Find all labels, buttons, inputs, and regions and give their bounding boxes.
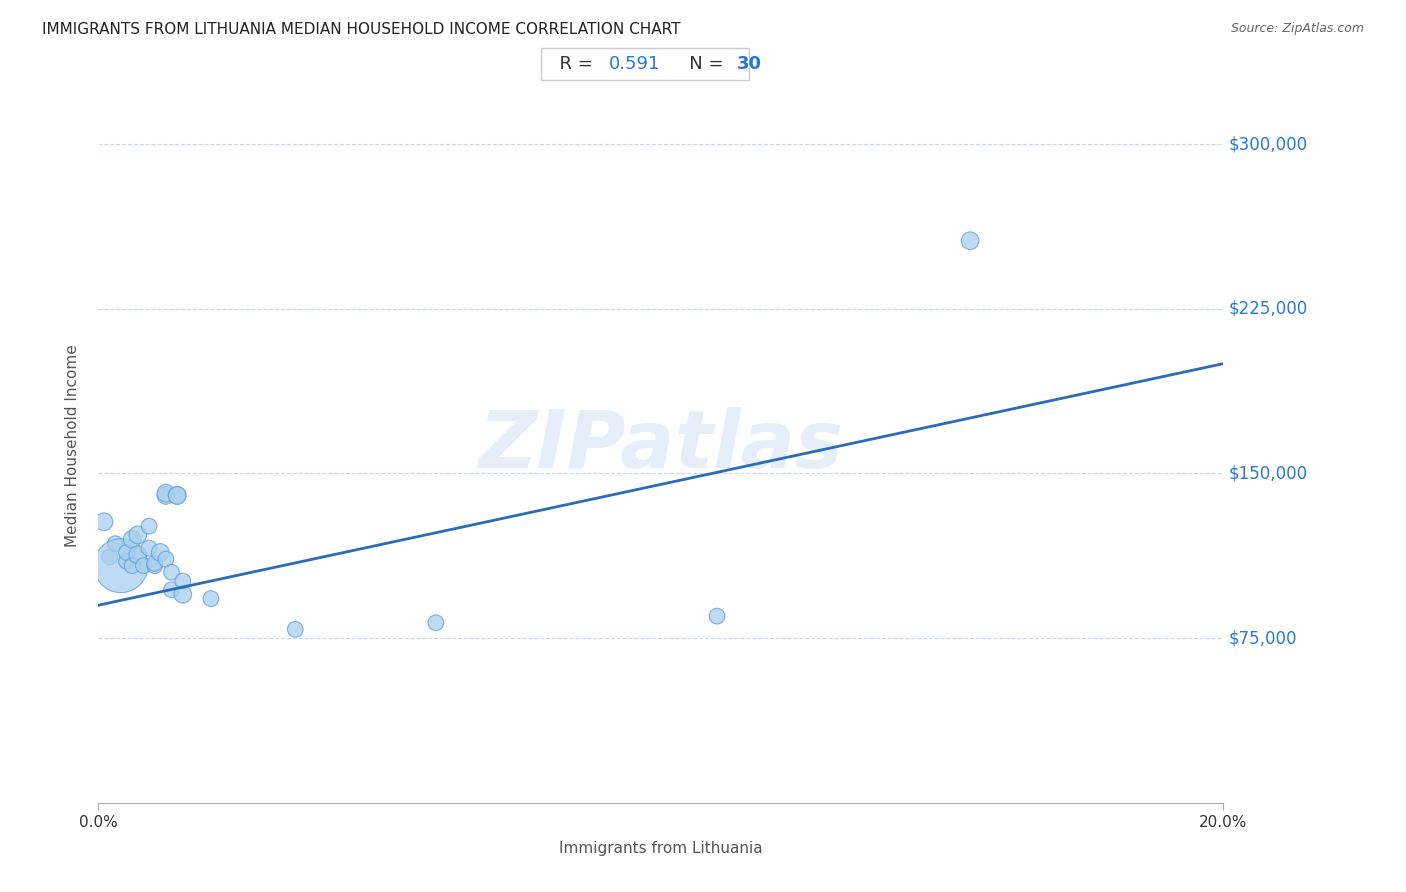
Point — [132, 558, 155, 573]
Point — [149, 545, 172, 559]
Point — [155, 488, 177, 502]
Text: 0.591: 0.591 — [609, 55, 661, 73]
Text: Source: ZipAtlas.com: Source: ZipAtlas.com — [1230, 22, 1364, 36]
Point — [160, 566, 183, 580]
Point — [425, 615, 447, 630]
Point — [959, 234, 981, 248]
Point — [172, 574, 194, 588]
Text: $225,000: $225,000 — [1229, 300, 1308, 318]
Text: IMMIGRANTS FROM LITHUANIA MEDIAN HOUSEHOLD INCOME CORRELATION CHART: IMMIGRANTS FROM LITHUANIA MEDIAN HOUSEHO… — [42, 22, 681, 37]
Text: $300,000: $300,000 — [1229, 135, 1308, 153]
Point — [155, 486, 177, 500]
Point — [172, 587, 194, 601]
Text: 30: 30 — [737, 55, 762, 73]
Point — [110, 558, 132, 573]
Point — [200, 591, 222, 606]
Point — [155, 552, 177, 566]
Text: $75,000: $75,000 — [1229, 629, 1298, 647]
Point — [115, 545, 138, 559]
Point — [143, 557, 166, 571]
Point — [93, 515, 115, 529]
Y-axis label: Median Household Income: Median Household Income — [65, 344, 80, 548]
Point — [115, 554, 138, 568]
Point — [121, 558, 143, 573]
Point — [166, 488, 188, 502]
Text: R = 0.591   N = 30: R = 0.591 N = 30 — [548, 55, 742, 73]
Text: ZIPatlas: ZIPatlas — [478, 407, 844, 485]
Point — [706, 609, 728, 624]
Point — [127, 528, 149, 542]
Point — [284, 623, 307, 637]
Point — [138, 519, 160, 533]
Point — [121, 533, 143, 547]
Text: R =: R = — [548, 55, 599, 73]
Point — [127, 548, 149, 562]
Text: $150,000: $150,000 — [1229, 465, 1308, 483]
Point — [166, 488, 188, 502]
Point — [160, 582, 183, 597]
Point — [98, 549, 121, 564]
X-axis label: Immigrants from Lithuania: Immigrants from Lithuania — [560, 841, 762, 855]
Text: N =: N = — [672, 55, 730, 73]
Point — [104, 537, 127, 551]
Point — [143, 558, 166, 573]
Point — [138, 541, 160, 555]
